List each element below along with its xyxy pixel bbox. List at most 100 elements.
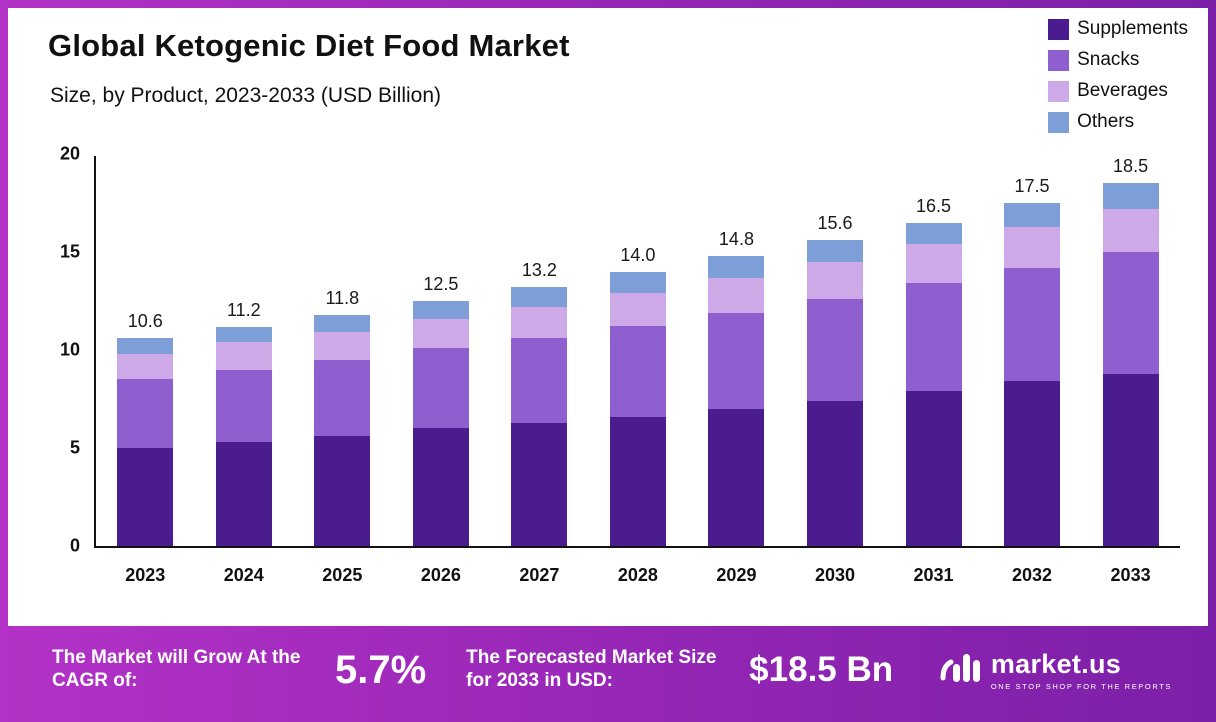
bar-segment-beverages-2027 [511, 306, 568, 339]
forecast-label: The Forecasted Market Size for 2033 in U… [466, 647, 717, 691]
bar-total-label: 12.5 [423, 274, 459, 295]
bar-segment-beverages-2026 [412, 318, 469, 349]
bar-column-2027: 13.2 2027 [511, 156, 568, 585]
bar-segment-snacks-2027 [511, 338, 568, 423]
bar-segment-others-2024 [215, 326, 272, 343]
bar-segment-beverages-2031 [905, 244, 962, 284]
bar-segment-others-2026 [412, 301, 469, 319]
legend-item-supplements: Supplements [1048, 18, 1188, 40]
bar-segment-supplements-2032 [1004, 381, 1061, 546]
bar-stack-2028 [609, 271, 666, 546]
bar-total-label: 17.5 [1014, 176, 1050, 197]
bar-segment-beverages-2028 [609, 293, 666, 327]
legend-label: Others [1077, 111, 1135, 132]
legend-swatch [1048, 18, 1070, 40]
bar-stack-2033 [1102, 183, 1159, 546]
bar-segment-others-2027 [511, 287, 568, 307]
bar-segment-supplements-2033 [1102, 373, 1159, 546]
bar-stack-2023 [117, 338, 174, 546]
bar-column-2033: 18.5 2033 [1102, 156, 1159, 585]
bar-total-label: 13.2 [521, 260, 557, 281]
bar-segment-others-2023 [117, 338, 174, 354]
x-axis-label-2031: 2031 [913, 565, 954, 585]
bar-segment-others-2033 [1102, 183, 1159, 209]
bar-column-2032: 17.5 2032 [1004, 156, 1061, 585]
bar-total-label: 14.8 [718, 228, 754, 249]
bar-segment-snacks-2029 [708, 312, 765, 409]
bar-segment-snacks-2031 [905, 283, 962, 392]
legend-label: Supplements [1077, 18, 1188, 39]
plot-area: 10.6 2023 11.2 2024 11.8 2025 12.5 2026 13.2 2027… [60, 144, 1180, 585]
legend-item-others: Others [1048, 111, 1188, 133]
bar-segment-supplements-2028 [609, 416, 666, 546]
bar-segment-supplements-2024 [215, 442, 272, 546]
legend: Supplements Snacks Beverages Others [1048, 18, 1188, 133]
bar-segment-beverages-2025 [314, 332, 371, 360]
bar-segment-supplements-2029 [708, 408, 765, 546]
logo-text: market.us ONE STOP SHOP FOR THE REPORTS [991, 649, 1172, 691]
bar-segment-snacks-2033 [1102, 252, 1159, 374]
bar-column-2028: 14.0 2028 [609, 156, 666, 585]
bar-segment-snacks-2026 [412, 348, 469, 429]
legend-item-snacks: Snacks [1048, 49, 1188, 71]
x-axis-label-2032: 2032 [1012, 565, 1053, 585]
bar-segment-others-2025 [314, 314, 371, 333]
bar-column-2023: 10.6 2023 [117, 156, 174, 585]
legend-label: Beverages [1077, 80, 1168, 101]
bar-segment-snacks-2030 [806, 299, 863, 401]
bar-segment-beverages-2029 [708, 277, 765, 313]
bar-stack-2026 [412, 301, 469, 546]
cagr-value: 5.7% [335, 647, 427, 692]
bar-segment-snacks-2032 [1004, 267, 1061, 382]
bar-column-2025: 11.8 2025 [314, 156, 371, 585]
bar-segment-others-2032 [1004, 203, 1061, 227]
x-axis-label-2026: 2026 [420, 565, 461, 585]
bar-stack-2027 [511, 287, 568, 546]
bar-column-2029: 14.8 2029 [708, 156, 765, 585]
y-axis-tick-5: 5 [69, 437, 80, 458]
bar-stack-2024 [215, 326, 272, 546]
bar-stack-2029 [708, 255, 765, 546]
bar-column-2024: 11.2 2024 [215, 156, 272, 585]
bar-total-label: 11.8 [325, 287, 360, 308]
x-axis-label-2027: 2027 [519, 565, 560, 585]
bar-column-2026: 12.5 2026 [412, 156, 469, 585]
bar-segment-beverages-2033 [1102, 208, 1159, 253]
bars-container: 10.6 2023 11.2 2024 11.8 2025 12.5 2026 13.2 2027… [96, 156, 1180, 585]
bar-segment-supplements-2027 [511, 422, 568, 546]
bar-segment-beverages-2032 [1004, 226, 1061, 268]
logo-name: market.us [990, 649, 1122, 679]
x-axis-label-2024: 2024 [223, 565, 264, 585]
bar-stack-2031 [905, 222, 962, 546]
bar-segment-snacks-2023 [117, 379, 174, 448]
logo-tagline: ONE STOP SHOP FOR THE REPORTS [990, 682, 1172, 691]
bar-segment-beverages-2024 [215, 342, 272, 370]
bar-total-label: 14.0 [620, 244, 656, 265]
y-axis-tick-10: 10 [59, 339, 80, 360]
bar-stack-2025 [314, 314, 371, 546]
legend-label: Snacks [1077, 49, 1140, 70]
y-axis-tick-0: 0 [69, 535, 80, 556]
bar-total-label: 11.2 [226, 299, 261, 320]
bar-segment-snacks-2025 [314, 359, 371, 437]
bar-segment-supplements-2026 [412, 428, 469, 546]
x-axis-label-2029: 2029 [716, 565, 757, 585]
bar-segment-supplements-2031 [905, 391, 962, 546]
bar-segment-supplements-2030 [806, 400, 863, 546]
marketus-logo: market.us ONE STOP SHOP FOR THE REPORTS [939, 648, 1172, 693]
bar-segment-snacks-2028 [609, 326, 666, 417]
forecast-value: $18.5 Bn [749, 650, 894, 689]
y-axis-tick-20: 20 [59, 143, 80, 164]
bar-stack-2030 [806, 240, 863, 546]
cagr-label: The Market will Grow At the CAGR of: [52, 647, 301, 691]
bar-segment-supplements-2025 [314, 436, 371, 546]
legend-swatch [1048, 49, 1070, 71]
bar-stack-2032 [1004, 203, 1061, 546]
bar-segment-others-2031 [905, 222, 962, 245]
bar-segment-others-2029 [708, 255, 765, 278]
legend-item-beverages: Beverages [1048, 80, 1188, 102]
x-axis-label-2023: 2023 [125, 565, 166, 585]
legend-swatch [1048, 80, 1070, 102]
legend-swatch [1048, 111, 1070, 133]
